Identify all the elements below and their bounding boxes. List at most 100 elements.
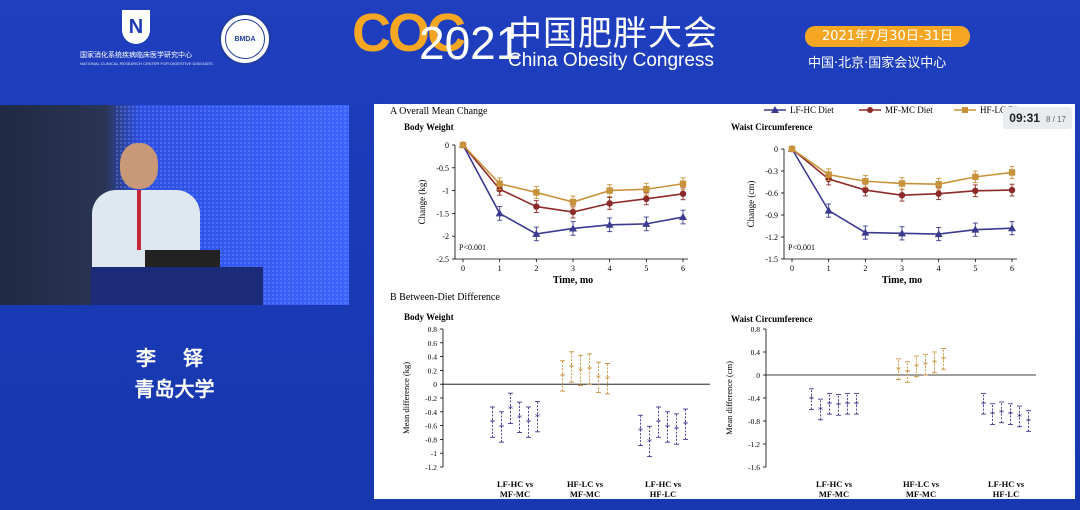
y-tick-label: -0.2	[425, 394, 437, 403]
data-point	[679, 180, 687, 187]
section-a-title: A Overall Mean Change	[390, 106, 488, 117]
data-point	[935, 190, 942, 197]
y-tick-label: -1.6	[748, 463, 760, 472]
point-estimate: *	[827, 399, 833, 411]
y-tick-label: 0.4	[428, 353, 438, 362]
point-estimate: *	[647, 436, 653, 448]
point-estimate: *	[836, 400, 842, 412]
point-estimate: *	[560, 371, 566, 383]
data-point	[861, 228, 870, 236]
point-estimate: *	[981, 399, 987, 411]
y-axis-label: Mean difference (kg)	[401, 362, 411, 434]
org-name-en: NATIONAL CLINICAL RESEARCH CENTER FOR DI…	[80, 61, 213, 66]
group-label: HF-LC	[993, 489, 1019, 499]
data-point	[1008, 224, 1016, 232]
data-point	[569, 208, 577, 216]
data-point	[643, 186, 650, 193]
point-estimate: *	[535, 412, 541, 424]
p-value-label: P<0.001	[788, 243, 815, 252]
data-point	[533, 203, 540, 210]
data-point	[1008, 169, 1016, 176]
x-axis-label: Time, mo	[882, 275, 922, 286]
legend-marker	[771, 106, 779, 113]
data-point	[825, 171, 832, 178]
data-point	[824, 206, 833, 214]
data-point	[496, 180, 503, 187]
group-label: MF-MC	[819, 489, 849, 499]
x-tick-label: 3	[571, 264, 575, 273]
timer-time: 09:31	[1009, 111, 1040, 125]
data-point	[898, 192, 906, 199]
point-estimate: *	[605, 374, 611, 386]
y-tick-label: 0	[774, 145, 778, 154]
slide-page-counter: 8 / 17	[1045, 115, 1066, 124]
point-estimate: *	[845, 399, 851, 411]
x-tick-label: 0	[461, 264, 465, 273]
section-b-title: B Between-Diet Difference	[390, 292, 500, 303]
data-point	[788, 145, 796, 153]
presentation-slide: LF-HC Diet MF-MC Diet HF-LC Diet A Overall…	[374, 104, 1075, 499]
group-label: MF-MC	[500, 489, 530, 499]
org-name-cn: 国家消化系统疾病临床医学研究中心	[80, 51, 192, 59]
coc-logo: COC	[352, 3, 466, 63]
point-estimate: *	[578, 365, 584, 377]
lanyard	[137, 190, 141, 250]
legend-label: HF-LC Diet	[980, 105, 1024, 115]
data-point	[898, 180, 906, 187]
data-point	[643, 195, 650, 203]
y-tick-label: -1	[442, 187, 449, 196]
data-point	[532, 229, 541, 237]
y-tick-label: -1.2	[748, 440, 760, 449]
data-point	[459, 141, 467, 149]
ncrc-logo-icon: N	[122, 10, 150, 44]
y-axis-label: Mean difference (cm)	[724, 361, 734, 435]
speaker-video	[0, 105, 349, 305]
group-label: LF-HC vs	[816, 479, 853, 489]
point-estimate: *	[809, 394, 815, 406]
y-tick-label: -0.8	[748, 417, 760, 426]
slide-figure: LF-HC Diet MF-MC Diet HF-LC Diet A Overall…	[390, 105, 1036, 499]
x-axis-label: Time, mo	[553, 275, 593, 286]
point-estimate: *	[596, 372, 602, 384]
x-tick-label: 1	[827, 264, 831, 273]
group-label: MF-MC	[570, 489, 600, 499]
point-estimate: *	[517, 412, 523, 424]
point-estimate: *	[665, 422, 671, 434]
series-line	[462, 144, 684, 203]
y-tick-label: -1	[431, 449, 437, 458]
y-tick-label: 0	[756, 371, 760, 380]
data-point	[569, 224, 577, 232]
y-tick-label: -1.5	[765, 255, 778, 264]
y-tick-label: 0.2	[428, 366, 438, 375]
venue-label: 中国·北京·国家会议中心	[808, 56, 947, 71]
point-estimate: *	[1008, 409, 1014, 421]
y-tick-label: -1.5	[436, 209, 449, 218]
data-point	[533, 189, 540, 196]
bmda-seal-icon: BMDA	[219, 13, 271, 65]
group-label: LF-HC vs	[988, 479, 1025, 489]
y-tick-label: -0.4	[425, 408, 437, 417]
data-point	[606, 200, 613, 207]
point-estimate: *	[683, 419, 689, 431]
panel-title-waist: Waist Circumference	[731, 122, 812, 132]
group-label: MF-MC	[906, 489, 936, 499]
point-estimate: *	[490, 417, 496, 429]
speaker-head	[120, 143, 158, 189]
x-tick-label: 6	[681, 264, 685, 273]
data-point	[569, 198, 577, 206]
y-tick-label: -0.6	[425, 422, 437, 431]
legend-marker	[867, 107, 873, 113]
podium	[91, 267, 263, 305]
y-tick-label: 0	[433, 380, 437, 389]
seal-text: BMDA	[225, 19, 265, 59]
data-point	[862, 178, 869, 185]
group-label: LF-HC vs	[645, 479, 682, 489]
y-tick-label: 0.8	[428, 325, 438, 334]
x-tick-label: 3	[900, 264, 904, 273]
point-estimate: *	[1017, 411, 1023, 423]
data-point	[971, 225, 980, 233]
y-tick-label: -0.9	[765, 211, 778, 220]
y-tick-label: -1.2	[425, 463, 437, 472]
data-point	[495, 209, 504, 217]
point-estimate: *	[914, 361, 920, 373]
